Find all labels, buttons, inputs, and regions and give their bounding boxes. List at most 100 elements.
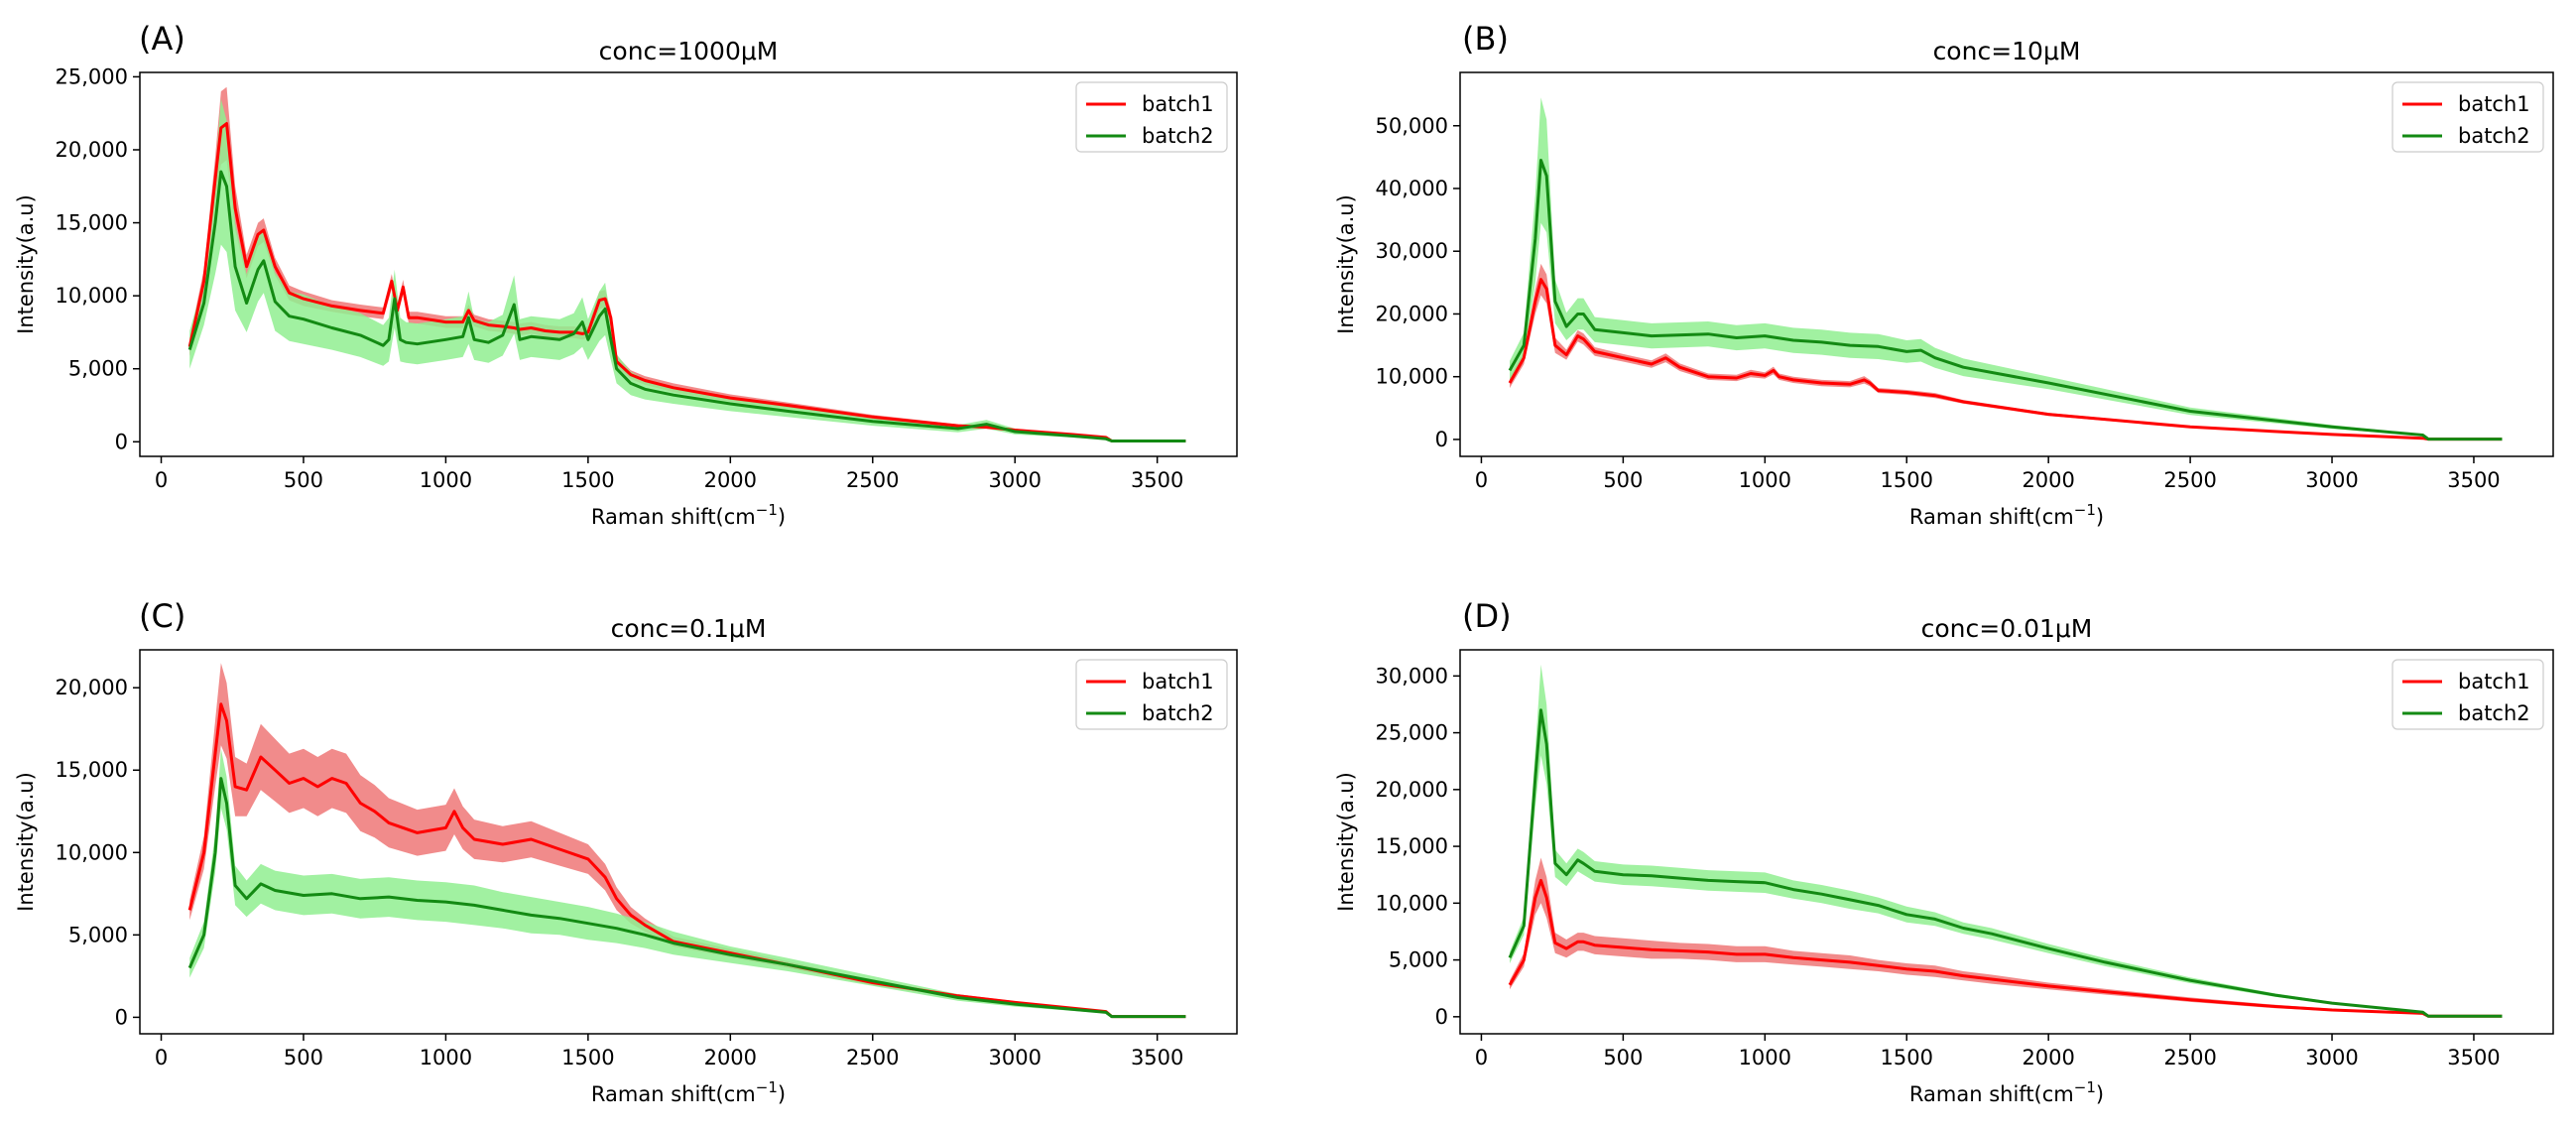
legend-label-batch1: batch1 — [1142, 92, 1214, 116]
x-tick-label: 3000 — [2305, 1046, 2358, 1069]
x-tick-label: 1000 — [420, 1046, 472, 1069]
panel-label: (A) — [139, 20, 185, 58]
x-tick-label: 2500 — [846, 1046, 899, 1069]
y-tick-label: 15,000 — [56, 211, 128, 235]
series-line-batch2 — [1508, 708, 2503, 1018]
plot-area — [1508, 664, 2503, 1018]
y-tick-label: 20,000 — [1376, 778, 1448, 802]
x-axis-label-end: ) — [2096, 1082, 2104, 1106]
y-axis-label: Intensity(a.u) — [14, 772, 38, 912]
series-line-batch2 — [187, 170, 1186, 442]
y-tick-label: 0 — [1435, 428, 1448, 451]
y-tick-label: 20,000 — [56, 676, 128, 699]
x-tick-label: 1500 — [1881, 1046, 1933, 1069]
y-axis-label: Intensity(a.u) — [1334, 194, 1358, 334]
panel-label: (C) — [139, 597, 185, 635]
y-tick-label: 10,000 — [56, 284, 128, 308]
x-tick-label: 3000 — [2305, 468, 2358, 492]
y-tick-label: 20,000 — [56, 138, 128, 162]
y-tick-label: 15,000 — [1376, 834, 1448, 858]
series-band-batch2 — [189, 748, 1186, 1017]
x-tick-label: 2500 — [2163, 1046, 2216, 1069]
panel-d: 0 500 1000 1500 2000 2500 3000 3500 0 5,000 10,000… — [1334, 597, 2554, 1106]
x-tick-label: 2500 — [2163, 468, 2216, 492]
y-tick-label: 10,000 — [1376, 891, 1448, 915]
y-axis-label: Intensity(a.u) — [1334, 772, 1358, 912]
y-tick-label: 20,000 — [1376, 302, 1448, 325]
series-band-batch2 — [1510, 664, 2503, 1017]
x-axis-label-end: ) — [778, 505, 786, 529]
x-tick-label: 1000 — [420, 468, 472, 492]
series-line-batch2 — [187, 777, 1186, 1019]
plot-area — [187, 86, 1186, 442]
x-tick-label: 1000 — [1739, 468, 1791, 492]
legend-label-batch1: batch1 — [2458, 670, 2530, 693]
axes-frame — [139, 649, 1238, 1035]
chart-title: conc=0.01μM — [1921, 614, 2093, 643]
x-tick-label: 2000 — [704, 468, 757, 492]
panel-a: 0 500 1000 1500 2000 2500 3000 3500 0 5,000 10,000… — [14, 20, 1238, 529]
x-tick-label: 500 — [1603, 1046, 1643, 1069]
x-tick-label: 2500 — [846, 468, 899, 492]
y-tick-label: 30,000 — [1376, 664, 1448, 688]
x-tick-label: 1500 — [1881, 468, 1933, 492]
axes-frame — [1459, 71, 2554, 457]
panel-b: 0 500 1000 1500 2000 2500 3000 3500 0 10,000 20,00… — [1334, 20, 2554, 529]
x-tick-label: 500 — [284, 1046, 323, 1069]
series-band-batch1 — [189, 86, 1186, 441]
y-tick-label: 5,000 — [68, 357, 128, 381]
x-tick-label: 0 — [1475, 1046, 1488, 1069]
x-tick-label: 0 — [155, 1046, 168, 1069]
y-tick-label: 25,000 — [1376, 721, 1448, 745]
panel-label: (D) — [1462, 597, 1512, 635]
panel-c: 0 500 1000 1500 2000 2500 3000 3500 0 5,000 10,000… — [14, 597, 1238, 1106]
x-tick-label: 500 — [1603, 468, 1643, 492]
series-line-batch1 — [187, 702, 1186, 1019]
y-tick-label: 10,000 — [56, 840, 128, 864]
series-band-batch1 — [189, 663, 1186, 1017]
legend-label-batch2: batch2 — [1142, 124, 1214, 148]
x-axis-label-sup: −1 — [756, 1078, 778, 1096]
legend-label-batch2: batch2 — [1142, 701, 1214, 725]
legend-label-batch1: batch1 — [1142, 670, 1214, 693]
legend-label-batch2: batch2 — [2458, 124, 2530, 148]
x-axis-label-base: Raman shift(cm — [1909, 1082, 2074, 1106]
y-tick-label: 25,000 — [56, 64, 128, 88]
x-axis-label: Raman shift(cm−1) — [1909, 501, 2104, 529]
x-tick-label: 0 — [155, 468, 168, 492]
chart-title: conc=0.1μM — [611, 614, 767, 643]
y-tick-label: 30,000 — [1376, 239, 1448, 263]
series-line-batch1 — [1508, 278, 2503, 441]
series-band-batch2 — [1510, 97, 2503, 440]
y-tick-label: 50,000 — [1376, 114, 1448, 138]
x-tick-label: 3500 — [1131, 468, 1183, 492]
x-axis-label-sup: −1 — [2074, 1078, 2096, 1096]
series-line-batch2 — [1508, 159, 2503, 441]
y-tick-label: 0 — [1435, 1005, 1448, 1029]
y-tick-label: 0 — [115, 430, 128, 453]
legend-label-batch2: batch2 — [2458, 701, 2530, 725]
series-band-batch1 — [1510, 857, 2503, 1017]
y-tick-label: 5,000 — [68, 923, 128, 946]
plot-area — [1508, 97, 2503, 441]
x-axis-label-sup: −1 — [2074, 501, 2096, 519]
x-tick-label: 3000 — [988, 468, 1041, 492]
x-tick-label: 3500 — [1131, 1046, 1183, 1069]
series-band-batch2 — [189, 98, 1186, 441]
chart-title: conc=1000μM — [599, 37, 779, 65]
legend-label-batch1: batch1 — [2458, 92, 2530, 116]
series-line-batch1 — [1508, 878, 2503, 1018]
series-band-batch1 — [1510, 263, 2503, 440]
x-tick-label: 0 — [1475, 468, 1488, 492]
panel-label: (B) — [1462, 20, 1509, 58]
x-tick-label: 2000 — [2022, 468, 2074, 492]
x-axis-label-base: Raman shift(cm — [591, 1082, 756, 1106]
x-tick-label: 2000 — [2022, 1046, 2074, 1069]
y-tick-label: 0 — [115, 1005, 128, 1029]
axes-frame — [1459, 649, 2554, 1035]
x-tick-label: 3500 — [2447, 1046, 2500, 1069]
x-axis-label: Raman shift(cm−1) — [591, 1078, 786, 1106]
x-tick-label: 1000 — [1739, 1046, 1791, 1069]
x-axis-label: Raman shift(cm−1) — [591, 501, 786, 529]
x-axis-label-base: Raman shift(cm — [591, 505, 756, 529]
